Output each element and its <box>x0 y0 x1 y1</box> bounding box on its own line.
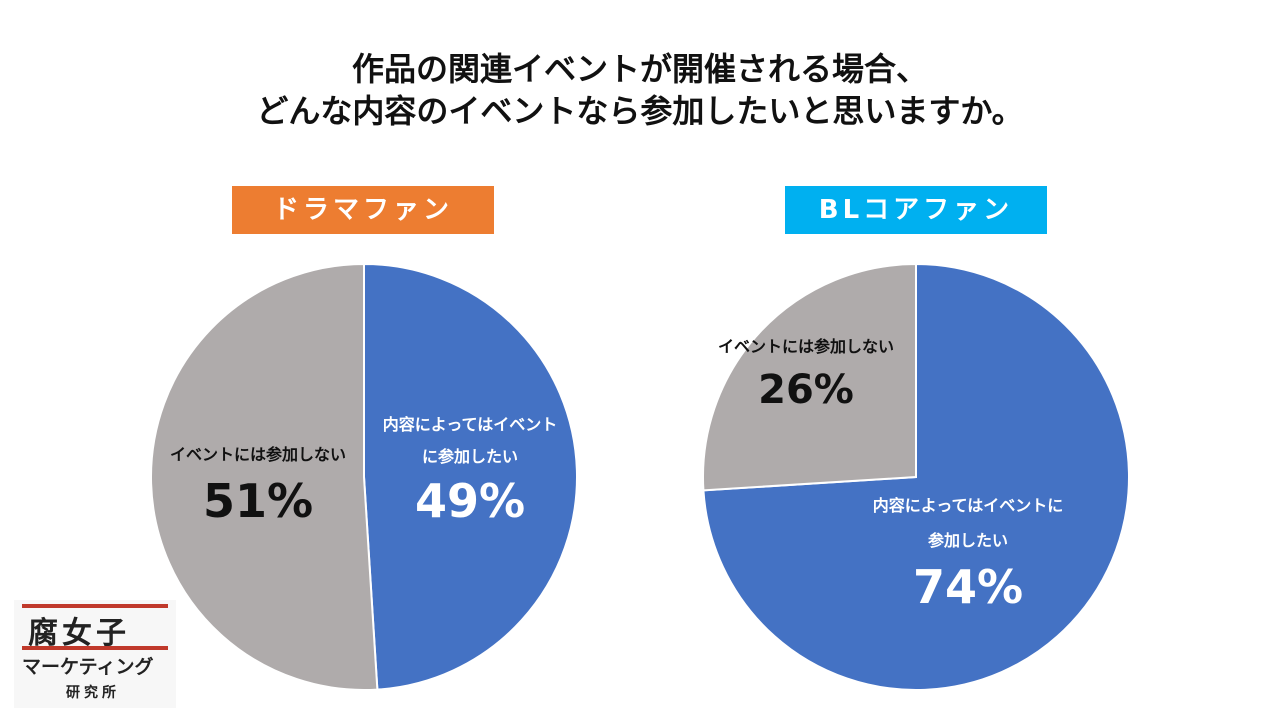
pie-1-slice-0-label-1: 内容によってはイベントに <box>873 496 1063 515</box>
drama-fan-label: ドラマファン <box>232 186 494 234</box>
pie-1-slice-1 <box>702 262 917 492</box>
logo-line-3: 研究所 <box>66 685 120 701</box>
pie-1-slice-0-pct: 74% <box>913 560 1023 614</box>
title-line-2: どんな内容のイベントなら参加したいと思いますか。 <box>256 92 1024 130</box>
pie-0-slice-0-label-1: 内容によってはイベント <box>383 415 557 434</box>
pie-0-slice-1-label-1: イベントには参加しない <box>170 445 346 464</box>
title-line-1: 作品の関連イベントが開催される場合、 <box>351 50 928 88</box>
pie-1-slice-1-label-1: イベントには参加しない <box>718 337 894 356</box>
pie-1-slice-1-pct: 26% <box>758 367 854 413</box>
pie-1-slice-0-label-2: 参加したい <box>928 531 1008 550</box>
chart-title: 作品の関連イベントが開催される場合、 どんな内容のイベントなら参加したいと思いま… <box>0 48 1280 132</box>
bl-core-fan-label: BLコアファン <box>785 186 1047 234</box>
logo-line-2: マーケティング <box>22 656 154 678</box>
pie-0-slice-1-pct: 51% <box>203 474 313 528</box>
pie-0-slice-0-label-2: に参加したい <box>422 447 518 466</box>
pie-0-slice-0 <box>363 262 578 691</box>
logo-line-1: 腐女子 <box>28 616 130 651</box>
pie-0-slice-1 <box>150 262 379 691</box>
pie-0-slice-0-pct: 49% <box>415 474 525 528</box>
logo: 腐女子 マーケティング 研究所 <box>14 600 176 708</box>
